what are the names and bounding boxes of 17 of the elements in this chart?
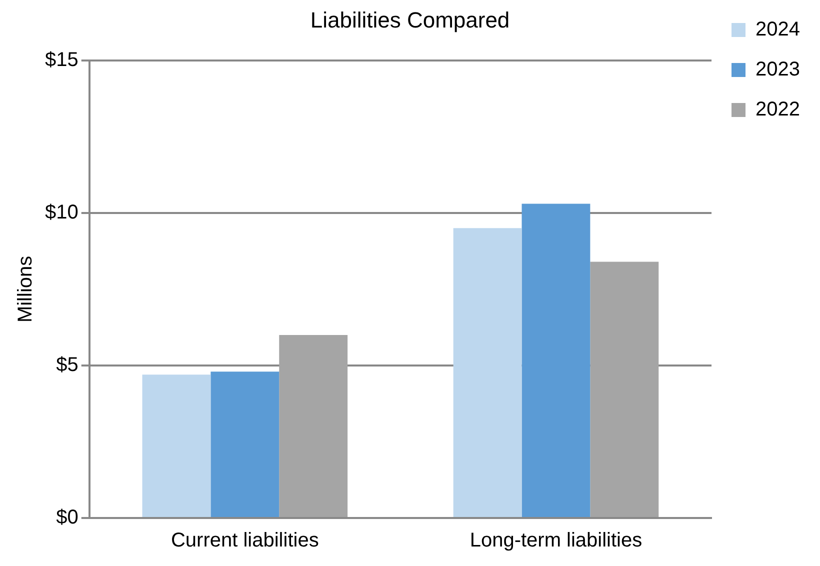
legend-label: 2024 — [756, 18, 800, 41]
bar — [590, 262, 659, 517]
chart-title: Liabilities Compared — [310, 7, 510, 32]
bar — [453, 228, 522, 517]
y-tick-label: $10 — [44, 201, 78, 224]
y-tick-label: $5 — [56, 354, 78, 376]
y-tick-label: $15 — [44, 48, 78, 71]
x-tick-label: Current liabilities — [170, 530, 319, 552]
bar — [210, 372, 280, 517]
bar — [142, 374, 211, 517]
legend-label: 2023 — [756, 58, 800, 81]
bar — [279, 334, 348, 517]
bar — [522, 204, 590, 517]
x-tick-label: Long-term liabilities — [470, 530, 642, 552]
legend-label: 2022 — [756, 98, 800, 121]
y-axis-title: Millions — [14, 256, 37, 323]
y-tick-label: $0 — [56, 506, 78, 529]
